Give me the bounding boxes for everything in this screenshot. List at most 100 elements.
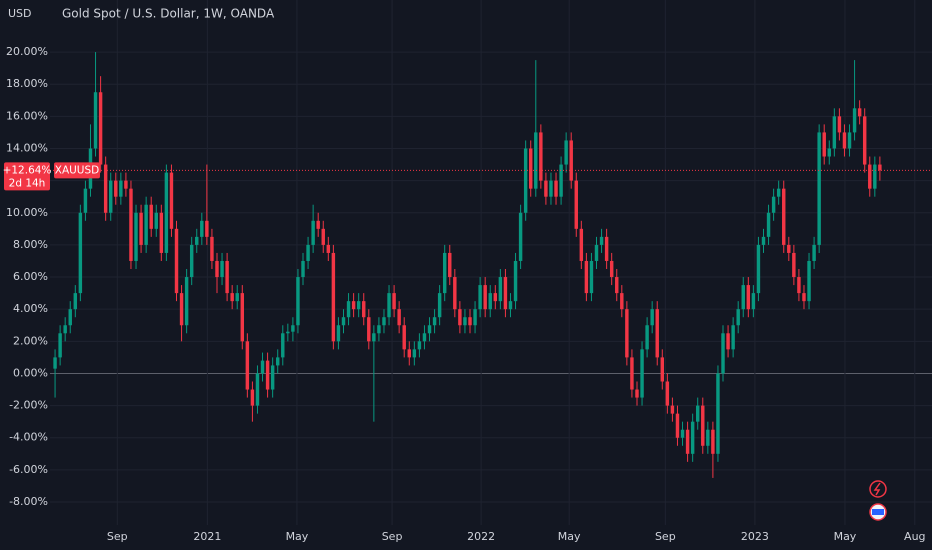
candle-body [73,293,78,310]
candle-body [579,228,584,261]
candle-body [437,293,442,318]
candle-body [868,164,872,189]
flash-icon[interactable] [869,480,887,498]
candle-body [346,301,351,318]
candle-body [144,204,148,245]
candle-body [291,325,295,332]
candle-body [731,325,735,350]
candle-body [746,285,751,310]
candle-body [473,309,477,326]
candle-body [265,360,270,390]
candle-body [564,140,568,165]
candle-body [139,212,143,245]
candle-body [539,132,543,181]
candle-body [362,301,366,318]
price-tag [4,162,50,191]
candle-body [53,357,57,369]
candles [50,52,932,478]
candle-body [776,188,781,197]
countdown: 2d 14h [9,177,46,189]
candle-body [615,277,619,294]
candle-body [326,244,331,253]
candle-body [807,260,811,302]
y-tick-label: 0.00% [13,366,48,379]
candle-body [68,309,72,326]
candle-body [210,236,214,261]
currency: USD [8,7,32,20]
candle-body [726,333,730,350]
candle-body [695,405,700,422]
candle-body [736,309,740,326]
y-tick-label: 20.00% [6,45,48,58]
candle-body [645,325,649,350]
candle-body [640,349,644,398]
candle-body [721,333,725,374]
candle-body [397,309,401,326]
y-tick-label: 8.00% [13,238,48,251]
y-tick-label: -6.00% [9,463,48,476]
y-tick-label: 14.00% [6,141,48,154]
candle-body [498,277,503,302]
candle-body [458,309,462,326]
candle-body [235,293,239,302]
toolbar-icons[interactable] [869,480,887,521]
candle-body [756,244,761,294]
candle-body [250,389,255,406]
candle-body [417,341,422,350]
candle-body [599,236,604,245]
candle-body [341,317,346,326]
candle-body [716,373,720,454]
candle-body [109,180,113,213]
candle-body [523,148,528,213]
candle-body [665,381,670,406]
candle-body [98,92,103,165]
candle-body [761,236,766,245]
candle-body [336,325,341,342]
candle-body [124,180,128,189]
candle-body [782,188,786,245]
grid [50,0,932,525]
candle-body [701,405,705,446]
candle-body [468,317,472,326]
candle-body [680,429,685,438]
candle-body [129,188,133,261]
candle-body [609,260,614,278]
candle-body [852,108,857,133]
candle-body [215,260,219,278]
candle-body [159,212,164,253]
x-tick-label: Sep [107,530,128,543]
y-tick-label: 6.00% [13,270,48,283]
candle-body [407,349,411,358]
candle-body [787,244,791,253]
candle-body [270,365,275,390]
candle-body [432,317,437,326]
candle-body [260,360,265,374]
candle-body [711,429,715,454]
candle-body [245,341,250,390]
candle-body [832,116,837,149]
candle-body [372,333,376,342]
y-tick-label: -2.00% [9,399,48,412]
candle-body [134,212,138,261]
candle-body [402,325,406,350]
candle-body [837,116,842,133]
candle-body [220,260,224,278]
candle-body [584,260,589,294]
candle-body [58,333,62,358]
candle-body [792,252,796,278]
candle-body [200,220,204,237]
candle-body [103,164,108,213]
candle-body [862,116,867,165]
candle-body [240,293,245,342]
candle-body [296,277,300,326]
candle-body [493,293,498,302]
candle-body [93,92,98,149]
y-tick-label: 10.00% [6,206,48,219]
candle-body [281,333,285,358]
candle-body [559,164,563,197]
x-tick-label: Sep [382,530,403,543]
candle-body [174,228,179,294]
candle-body [275,357,280,366]
candle-body [797,277,801,294]
